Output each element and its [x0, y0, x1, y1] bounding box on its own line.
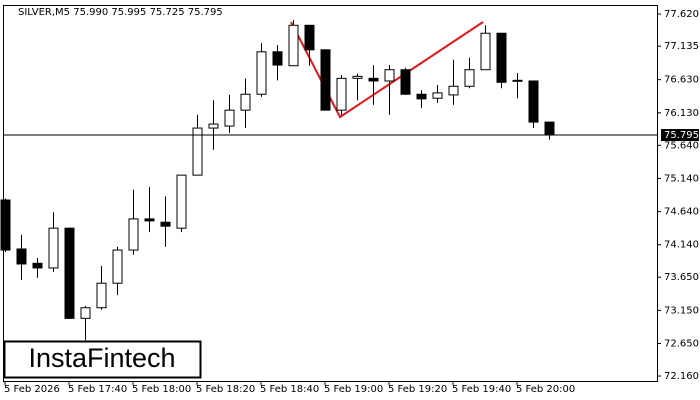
y-tick-label: 77.135 — [664, 41, 699, 52]
candle-body — [112, 249, 123, 284]
x-tick-label: 5 Feb 19:40 — [452, 384, 511, 395]
y-tick-label: 75.140 — [664, 173, 699, 184]
x-tick-label: 5 Feb 18:20 — [196, 384, 255, 395]
candle-body — [480, 32, 491, 71]
candle-body — [304, 24, 315, 51]
candle-body — [464, 69, 475, 87]
y-tick-label: 76.130 — [664, 108, 699, 119]
x-tick-label: 5 Feb 18:40 — [260, 384, 319, 395]
candle-body — [272, 51, 283, 66]
candle-body — [16, 248, 27, 265]
candle-body — [192, 127, 203, 176]
y-tick-label: 74.140 — [664, 240, 699, 251]
x-tick-label: 5 Feb 19:00 — [324, 384, 383, 395]
y-tick-label: 75.640 — [664, 140, 699, 151]
candle-body — [544, 121, 555, 136]
candle-body — [80, 307, 91, 319]
candle-body — [512, 79, 523, 82]
candle-body — [32, 262, 43, 269]
plot-frame — [3, 5, 658, 382]
candle-body — [352, 75, 363, 79]
current-price-box — [661, 129, 699, 142]
candle-body — [160, 221, 171, 227]
x-tick-label: 5 Feb 18:00 — [132, 384, 191, 395]
y-tick-label: 72.160 — [664, 371, 699, 382]
y-tick-label: 74.640 — [664, 207, 699, 218]
logo-box — [3, 340, 202, 379]
candles — [0, 19, 555, 341]
double-top-pattern — [290, 21, 484, 119]
candle-body — [64, 227, 75, 319]
candle-body — [320, 49, 331, 111]
candle-body — [96, 282, 107, 309]
candle-body — [288, 24, 299, 67]
x-tick-label: 5 Feb 17:40 — [68, 384, 127, 395]
candle-body — [0, 199, 11, 251]
candle-body — [240, 93, 251, 111]
candle-body — [48, 227, 59, 269]
candle-body — [176, 174, 187, 229]
candle-body — [528, 80, 539, 123]
x-tick-label: 5 Feb 19:20 — [388, 384, 447, 395]
candle-body — [432, 92, 443, 99]
x-tick-label: 5 Feb 2026 — [4, 384, 60, 395]
y-tick-label: 76.630 — [664, 75, 699, 86]
candle-body — [224, 109, 235, 127]
candle-body — [256, 51, 267, 95]
y-tick-label: 77.620 — [664, 9, 699, 20]
x-tick-label: 5 Feb 20:00 — [516, 384, 575, 395]
candle-body — [496, 32, 507, 83]
candle-body — [128, 218, 139, 251]
candle-body — [368, 77, 379, 82]
candle-body — [144, 218, 155, 222]
candle-body — [448, 85, 459, 96]
candle-body — [208, 123, 219, 129]
logo: InstaFintech — [28, 343, 175, 373]
y-tick-label: 73.150 — [664, 305, 699, 316]
candle-body — [336, 77, 347, 111]
chart-title: SILVER,M5 75.990 75.995 75.725 75.795 — [18, 7, 223, 18]
current-price-label: 75.795 — [664, 130, 699, 141]
candle-body — [384, 69, 395, 82]
candle-body — [400, 69, 411, 95]
candle-body — [416, 93, 427, 100]
y-tick-label: 73.650 — [664, 272, 699, 283]
y-tick-label: 72.650 — [664, 339, 699, 350]
